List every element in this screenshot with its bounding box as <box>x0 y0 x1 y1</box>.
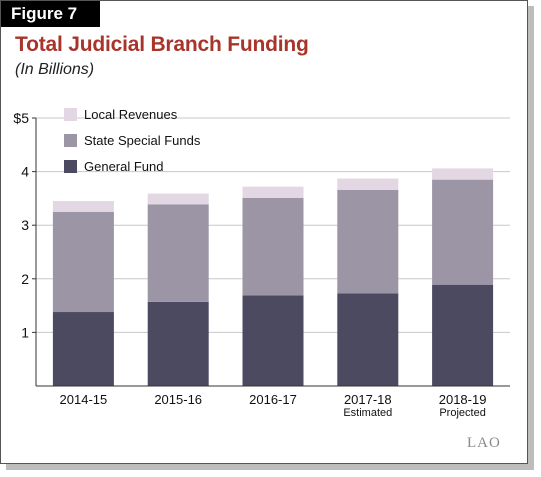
bar-segment <box>147 204 209 302</box>
bar-segment <box>432 168 494 180</box>
chart-title: Total Judicial Branch Funding <box>15 33 309 56</box>
axes <box>32 117 510 387</box>
y-tick-labels: 1 2 3 4 $5 <box>13 110 29 340</box>
bar-segment <box>147 193 209 205</box>
legend-label: State Special Funds <box>84 133 201 148</box>
bar-segment <box>147 301 209 386</box>
bar-segment <box>52 201 114 212</box>
y-tick-label: 2 <box>21 271 29 287</box>
x-tick-sublabel: Projected <box>439 407 485 419</box>
lao-logo: LAO <box>467 435 501 451</box>
bar-segment <box>337 293 399 386</box>
y-tick-label: $5 <box>13 110 29 126</box>
x-tick-sublabel: Estimated <box>343 407 392 419</box>
legend: Local Revenues State Special Funds General… <box>64 107 201 174</box>
figure-label: Figure 7 <box>1 1 100 27</box>
y-tick-label: 4 <box>21 164 29 180</box>
bar-segment <box>52 211 114 313</box>
bar-segment <box>52 312 114 386</box>
bar-segment <box>337 189 399 294</box>
bars <box>52 168 494 386</box>
x-tick-label: 2016-17 <box>249 392 297 407</box>
x-tick-label: 2018-19 <box>439 392 487 407</box>
bar-segment <box>242 197 304 296</box>
x-tick-label: 2017-18 <box>344 392 392 407</box>
bar-segment <box>242 295 304 386</box>
x-tick-label: 2015-16 <box>154 392 202 407</box>
bar-segment <box>242 186 304 198</box>
y-tick-label: 3 <box>21 217 29 233</box>
legend-label: Local Revenues <box>84 107 178 122</box>
bar-segment <box>337 178 399 190</box>
legend-swatch <box>64 160 77 173</box>
y-tick-label: 1 <box>21 324 29 340</box>
chart-subtitle: (In Billions) <box>15 61 95 78</box>
bar-segment <box>432 284 494 386</box>
legend-swatch <box>64 134 77 147</box>
bar-segment <box>432 179 494 285</box>
legend-swatch <box>64 108 77 121</box>
x-tick-label: 2014-15 <box>60 392 108 407</box>
legend-label: General Fund <box>84 159 164 174</box>
